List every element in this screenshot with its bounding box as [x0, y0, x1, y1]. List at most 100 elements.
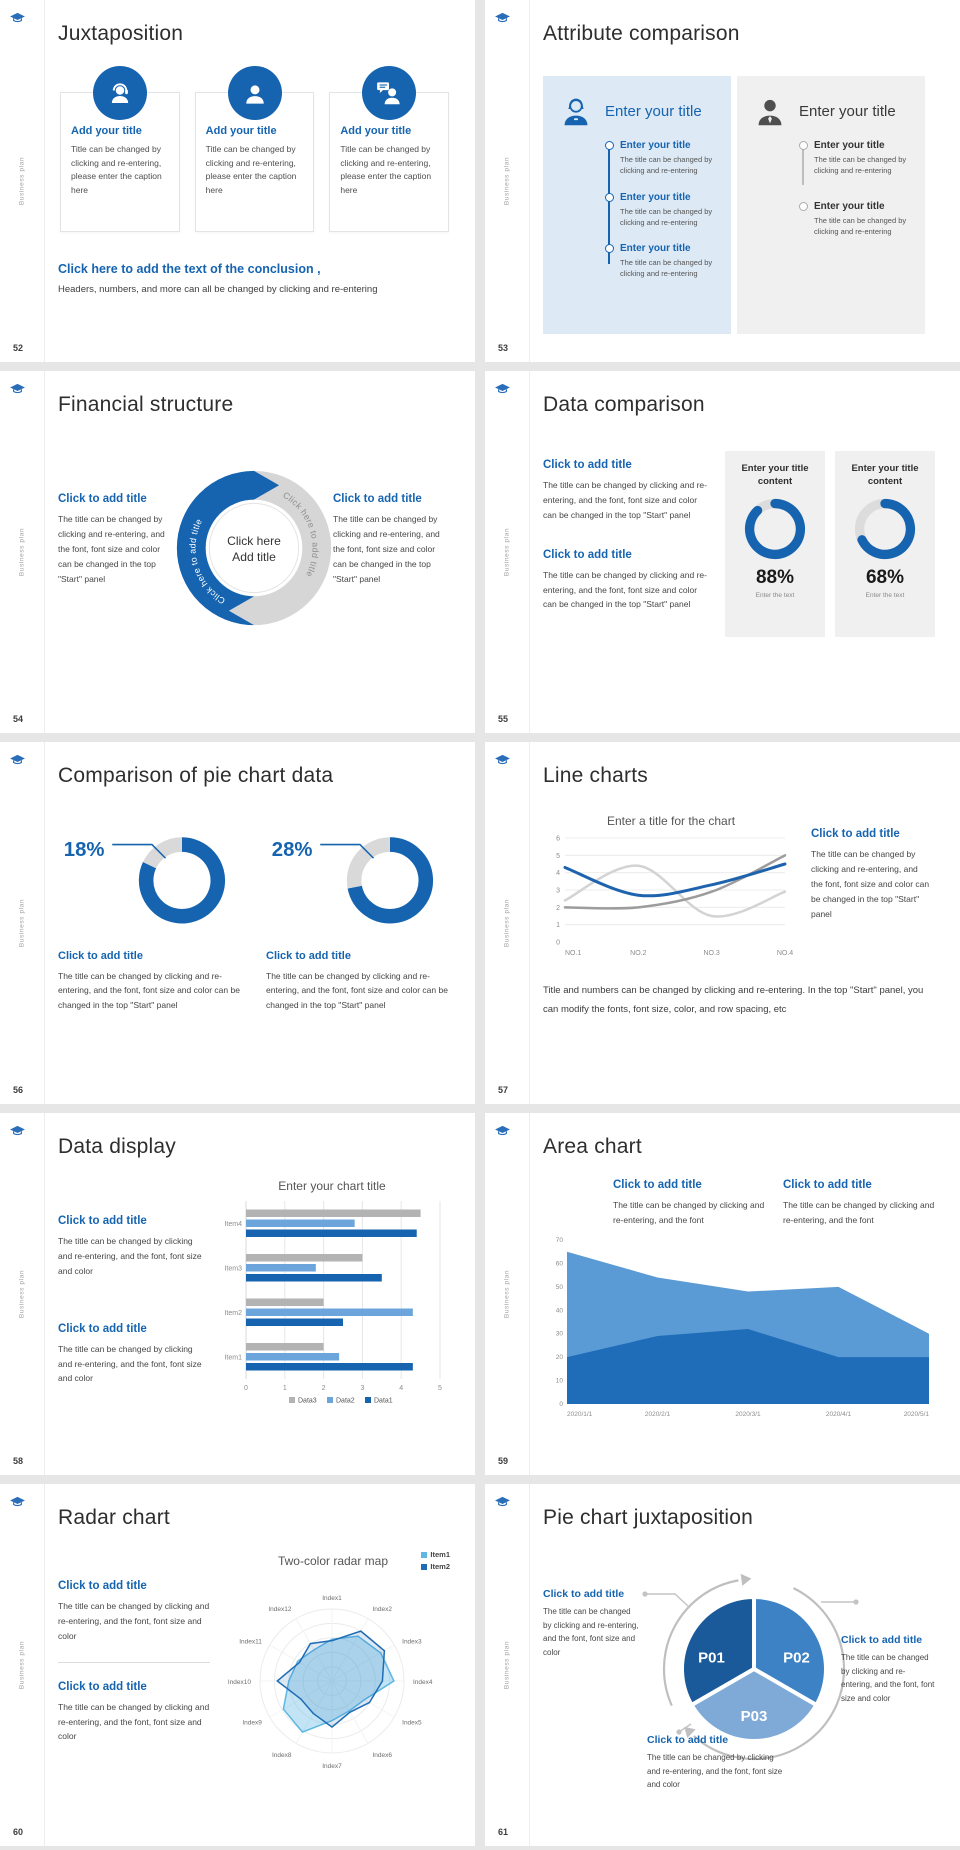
slide-side-rail: Business plan 59	[485, 1113, 530, 1475]
svg-text:Item2: Item2	[224, 1310, 242, 1317]
gauge-value: 88%	[755, 566, 795, 588]
svg-text:NO.2: NO.2	[630, 950, 646, 957]
slide-content: Financial structure Click to add title T…	[46, 371, 475, 733]
card-title: Add your title	[71, 125, 142, 137]
radar-row: Click to add title The title can be chan…	[58, 1550, 451, 1787]
person-icon	[227, 66, 282, 120]
svg-text:Index4: Index4	[413, 1679, 433, 1686]
slide-58-data-display[interactable]: Business plan 58 Data display Click to a…	[0, 1113, 475, 1475]
cycle-center-line2: Add title	[232, 550, 276, 564]
svg-text:Index6: Index6	[373, 1752, 393, 1759]
svg-text:1: 1	[556, 922, 560, 929]
slide-60-radar-chart[interactable]: Business plan 60 Radar chart Click to ad…	[0, 1484, 475, 1846]
slide-57-line-charts[interactable]: Business plan 57 Line charts Enter a tit…	[485, 742, 960, 1104]
svg-text:NO.1: NO.1	[565, 950, 581, 957]
feature-card[interactable]: Add your title Title can be changed by c…	[329, 66, 450, 232]
slide-53-attribute-comparison[interactable]: Business plan 53 Attribute comparison En…	[485, 0, 960, 362]
cycle-center-circle	[208, 502, 300, 594]
slide-side-rail: Business plan 60	[0, 1484, 45, 1846]
feature-card[interactable]: Add your title Title can be changed by c…	[194, 66, 315, 232]
svg-text:Index3: Index3	[402, 1639, 422, 1646]
slide-side-rail: Business plan 53	[485, 0, 530, 362]
svg-text:Index5: Index5	[402, 1720, 422, 1727]
svg-text:18%: 18%	[64, 839, 105, 861]
svg-text:Data3: Data3	[298, 1398, 317, 1405]
text-block: Click to add title The title can be chan…	[613, 1179, 765, 1228]
text-blocks: Click to add title The title can be chan…	[543, 451, 713, 637]
legend-item: Item2	[421, 1562, 450, 1571]
slide-content: Attribute comparison Enter your title En…	[531, 0, 960, 362]
slide-content: Area chart Click to add title The title …	[531, 1113, 960, 1475]
svg-text:0: 0	[244, 1385, 248, 1392]
text-block: Click to add title The title can be chan…	[543, 549, 713, 613]
line-chart-block: Enter a title for the chart 0 1 2 3 4 5 6 NO.1 N…	[543, 814, 799, 965]
svg-text:Index9: Index9	[242, 1720, 262, 1727]
brand-vertical-label: Business plan	[503, 527, 511, 577]
svg-text:4: 4	[556, 870, 560, 877]
block-title: Click to add title	[58, 493, 147, 505]
slide-52-juxtaposition[interactable]: Business plan 52 Juxtaposition Add your …	[0, 0, 475, 362]
chart-title: Enter your chart title	[278, 1179, 386, 1193]
gauge-value: 68%	[865, 566, 905, 588]
graduation-cap-icon	[494, 380, 511, 397]
donut-column: 28% Click to add title The title can be …	[266, 824, 450, 1012]
comparison-panel-right[interactable]: Enter your title Enter your title The ti…	[737, 76, 925, 334]
brand-vertical-label: Business plan	[503, 156, 511, 206]
timeline: Enter your title The title can be change…	[604, 140, 721, 280]
graduation-cap-icon	[9, 1122, 26, 1139]
text-blocks: Click to add title The title can be chan…	[613, 1179, 936, 1228]
block-title: Click to add title	[613, 1179, 702, 1191]
cycle-arrowhead-top	[254, 470, 280, 500]
svg-text:2: 2	[556, 905, 560, 912]
graduation-cap-icon	[494, 9, 511, 26]
text-blocks: Click to add title The title can be chan…	[58, 1179, 208, 1412]
line-chart: 0 1 2 3 4 5 6 NO.1 NO.2 NO.3 NO.4	[543, 832, 799, 965]
block-title: Click to add title	[783, 1179, 872, 1191]
text-block-right: Click to add title The title can be chan…	[333, 469, 445, 586]
svg-text:28%: 28%	[272, 839, 313, 861]
slide-59-area-chart[interactable]: Business plan 59 Area chart Click to add…	[485, 1113, 960, 1475]
slide-56-pie-comparison[interactable]: Business plan 56 Comparison of pie chart…	[0, 742, 475, 1104]
legend-item: Item1	[421, 1550, 450, 1559]
comparison-panel-left[interactable]: Enter your title Enter your title The ti…	[543, 76, 731, 334]
slide-title: Pie chart juxtaposition	[543, 1506, 754, 1529]
text-block: Click to add title The title can be chan…	[58, 1681, 210, 1745]
card-title: Add your title	[340, 125, 412, 137]
gauge-panels: Enter your title content 88% Enter the t…	[725, 451, 935, 637]
slide-number: 58	[13, 1456, 24, 1466]
legend-marker	[421, 1551, 428, 1558]
businessman-icon	[751, 92, 789, 130]
block-title: Click to add title	[841, 1634, 923, 1646]
text-block: Click to add title The title can be chan…	[58, 1323, 208, 1387]
cycle-center-line1: Click here	[227, 534, 281, 548]
legend-marker	[421, 1563, 428, 1570]
slide-number: 60	[13, 1827, 24, 1837]
card-title: Add your title	[205, 125, 277, 137]
slide-title: Area chart	[543, 1135, 642, 1158]
cycle-arrowhead-bottom	[228, 596, 254, 626]
block-body: The title can be changed by clicking and…	[811, 849, 930, 919]
slide-54-financial-structure[interactable]: Business plan 54 Financial structure Cli…	[0, 371, 475, 733]
slide-side-rail: Business plan 61	[485, 1484, 530, 1846]
businesswoman-icon	[557, 92, 595, 130]
slide-title: Attribute comparison	[543, 22, 740, 45]
bar-chart-block: Enter your chart title 0 1 2 3 4 5 Item1 Item2 I…	[214, 1179, 450, 1412]
brand-vertical-label: Business plan	[18, 1640, 26, 1690]
block-body: The title can be changed by clicking and…	[333, 514, 440, 584]
timeline-item: Enter your title The title can be change…	[798, 201, 915, 238]
legend-label: Item1	[430, 1550, 450, 1559]
slide-content: Comparison of pie chart data 18% Click t…	[46, 742, 475, 1104]
conclusion-title: Click here to add the text of the conclu…	[58, 262, 321, 276]
feature-card[interactable]: Add your title Title can be changed by c…	[60, 66, 180, 232]
slide-55-data-comparison[interactable]: Business plan 55 Data comparison Click t…	[485, 371, 960, 733]
slide-61-pie-juxtaposition[interactable]: Business plan 61 Pie chart juxtaposition…	[485, 1484, 960, 1846]
graduation-cap-icon	[9, 9, 26, 26]
timeline: Enter your title The title can be change…	[798, 140, 915, 238]
block-body: The title can be changed by clicking and…	[58, 514, 165, 584]
block-body: The title can be changed by clicking and…	[647, 1753, 783, 1790]
svg-text:50: 50	[556, 1284, 564, 1291]
donut-chart-with-callout: 18%	[58, 824, 242, 936]
timeline-item: Enter your title The title can be change…	[798, 140, 915, 177]
graduation-cap-icon	[9, 1493, 26, 1510]
graduation-cap-icon	[494, 1493, 511, 1510]
